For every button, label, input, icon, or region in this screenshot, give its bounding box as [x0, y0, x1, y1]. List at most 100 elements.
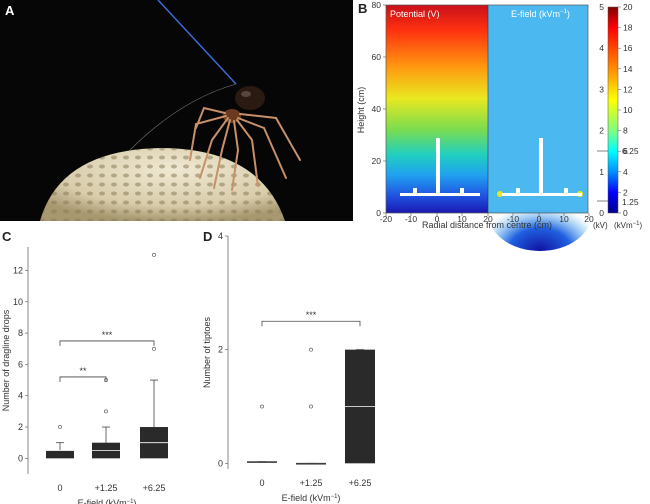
- efield-hotspot-left: [497, 191, 503, 197]
- x-axis-label: E-field (kVm−1): [282, 493, 341, 503]
- panel-c: C 0 2 4 6 8 10 12 Number of dragline drops 0 +1.2…: [1, 229, 168, 504]
- colorbar-kv-tick: 5: [599, 2, 604, 12]
- colorbar-efield-tick: 6: [623, 146, 628, 156]
- colorbar-efield-tick: 12: [623, 84, 633, 94]
- significance-bracket: [59, 376, 107, 382]
- colorbar-efield-tick: 2: [623, 187, 628, 197]
- box-+1.25: [296, 347, 326, 465]
- y-axis-label: Height (cm): [356, 87, 366, 134]
- outlier-point: [58, 425, 62, 429]
- colorbar-kv-tick: 1: [599, 167, 604, 177]
- x-tick-label: 20: [483, 214, 493, 224]
- box-+6.25: [140, 252, 168, 459]
- x-axis-label: Radial distance from centre (cm): [422, 220, 552, 230]
- outlier-point: [260, 404, 264, 409]
- apparatus-left: [400, 138, 480, 196]
- outlier-point: [309, 347, 313, 352]
- category-label: 0: [57, 483, 62, 493]
- potential-title: Potential (V): [390, 9, 440, 19]
- significance-label: ***: [306, 310, 317, 320]
- category-label: +6.25: [143, 483, 166, 493]
- box-0: [46, 425, 74, 459]
- colorbar-unit-kv: (kV): [593, 221, 608, 230]
- y-tick-label: 10: [13, 297, 23, 307]
- x-tick-label: 0: [537, 214, 542, 224]
- panel-d-label: D: [203, 229, 212, 244]
- x-tick-label: -20: [380, 214, 393, 224]
- apparatus-right: [502, 138, 582, 196]
- colorbar-kv-tick: 2: [599, 126, 604, 136]
- category-label: +1.25: [95, 483, 118, 493]
- x-tick-label: -10: [405, 214, 418, 224]
- colorbar-unit-efield: (kVm−1): [614, 221, 643, 230]
- spider: [189, 86, 301, 191]
- marker-1-label: 1.25: [622, 197, 639, 207]
- box-+1.25: [92, 378, 120, 459]
- panel-a-label: A: [5, 3, 15, 18]
- y-tick-label: 80: [372, 0, 382, 10]
- y-tick-label: 8: [18, 328, 23, 338]
- y-tick-label: 40: [372, 104, 382, 114]
- y-tick-label: 2: [218, 345, 223, 355]
- tether-wire: [157, 0, 237, 85]
- coral-texture: [40, 148, 285, 221]
- category-label: +1.25: [300, 478, 323, 488]
- panel-a: A: [0, 0, 353, 221]
- colorbar-efield-tick: 20: [623, 2, 633, 12]
- colorbar-efield-tick: 14: [623, 64, 633, 74]
- y-tick-label: 0: [18, 453, 23, 463]
- colorbar: [607, 6, 619, 214]
- colorbar-efield-tick: 18: [623, 23, 633, 33]
- x-tick-label: 0: [435, 214, 440, 224]
- y-tick-label: 4: [218, 231, 223, 241]
- category-label: +6.25: [349, 478, 372, 488]
- colorbar-efield-tick: 0: [623, 208, 628, 218]
- outlier-point: [152, 252, 156, 257]
- y-tick-label: 60: [372, 52, 382, 62]
- box-body: [296, 463, 326, 465]
- y-tick-label: 0: [376, 208, 381, 218]
- y-tick-label: 20: [372, 156, 382, 166]
- panel-d: D 0 2 4 Number of tiptoes 0 +1.25 +6.25 E-field…: [202, 229, 375, 503]
- y-tick-label: 2: [18, 422, 23, 432]
- dragline-thread: [129, 83, 237, 151]
- panel-b: B Potential (V) E-field (kVm−1) 80604020…: [356, 0, 643, 251]
- panel-c-label: C: [2, 229, 12, 244]
- y-axis-ticks: 80 60 40 20 0: [372, 0, 386, 218]
- significance-bracket: [261, 320, 361, 327]
- outlier-point: [152, 346, 156, 351]
- x-tick-label: 10: [559, 214, 569, 224]
- colorbar-kv-tick: 0: [599, 208, 604, 218]
- colorbar-kv-tick: 3: [599, 84, 604, 94]
- colorbar-kv-ticks: 5 4 3 2 1 0: [599, 2, 604, 218]
- box-body: [46, 450, 74, 459]
- y-tick-label: 0: [218, 458, 223, 468]
- box-+6.25: [345, 349, 375, 464]
- box-body: [247, 461, 277, 463]
- significance-bracket: [59, 340, 155, 346]
- efield-title: E-field (kVm−1): [511, 9, 570, 19]
- significance-label: **: [79, 366, 87, 376]
- significance-label: ***: [102, 330, 113, 340]
- x-axis-ticks: -20 -10 0 10 20 -10 0 10 20: [380, 213, 594, 224]
- y-axis-label: Number of tiptoes: [202, 316, 212, 388]
- y-tick-label: 6: [18, 359, 23, 369]
- x-axis-label: E-field (kVm−1): [78, 498, 137, 504]
- outlier-point: [104, 409, 108, 414]
- colorbar-kv-tick: 4: [599, 43, 604, 53]
- colorbar-efield-tick: 10: [623, 105, 633, 115]
- marker-6-label: 6.25: [622, 146, 639, 156]
- x-tick-label: -10: [507, 214, 520, 224]
- x-tick-label: 10: [457, 214, 467, 224]
- y-tick-label: 12: [13, 265, 23, 275]
- y-axis-label: Number of dragline drops: [1, 309, 11, 411]
- box-0: [247, 404, 277, 463]
- y-tick-label: 4: [18, 391, 23, 401]
- category-label: 0: [259, 478, 264, 488]
- colorbar-efield-tick: 4: [623, 167, 628, 177]
- colorbar-efield-tick: 8: [623, 126, 628, 136]
- panel-b-label: B: [358, 1, 367, 16]
- x-tick-label: 20: [584, 214, 594, 224]
